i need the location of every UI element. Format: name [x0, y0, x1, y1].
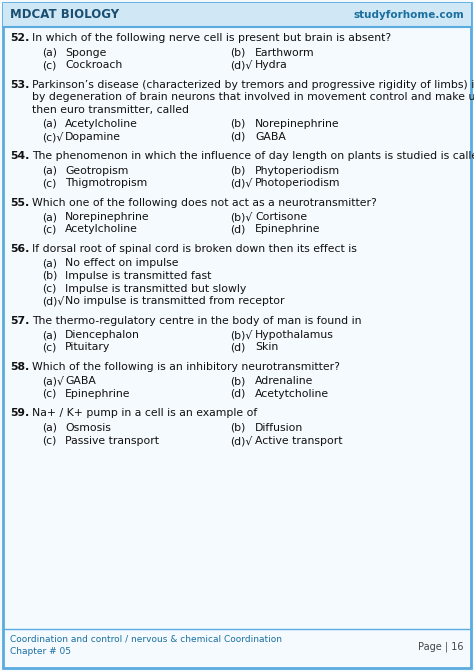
Text: (d): (d): [230, 132, 246, 142]
Text: (b): (b): [230, 119, 246, 129]
Text: Adrenaline: Adrenaline: [255, 376, 313, 386]
Text: (c): (c): [42, 60, 56, 70]
Text: then euro transmitter, called: then euro transmitter, called: [32, 105, 189, 115]
Text: Hypothalamus: Hypothalamus: [255, 330, 334, 340]
Text: (d)√: (d)√: [230, 60, 252, 70]
Text: Norepinephrine: Norepinephrine: [65, 212, 150, 222]
Text: Parkinson’s disease (characterized by tremors and progressive rigidity of limbs): Parkinson’s disease (characterized by tr…: [32, 79, 474, 89]
Text: GABA: GABA: [65, 376, 96, 386]
Text: Cockroach: Cockroach: [65, 60, 122, 70]
Text: by degeneration of brain neurons that involved in movement control and make use : by degeneration of brain neurons that in…: [32, 92, 474, 102]
Text: (c)√: (c)√: [42, 132, 63, 142]
Text: Sponge: Sponge: [65, 48, 106, 58]
Text: 53.: 53.: [10, 79, 29, 89]
Text: (b): (b): [42, 271, 57, 281]
Text: (a)√: (a)√: [42, 376, 64, 387]
Text: Coordination and control / nervous & chemical Coordination: Coordination and control / nervous & che…: [10, 635, 282, 643]
Text: Na+ / K+ pump in a cell is an example of: Na+ / K+ pump in a cell is an example of: [32, 409, 257, 419]
Text: (a): (a): [42, 423, 57, 433]
Text: (d)√: (d)√: [230, 178, 252, 189]
Text: No impulse is transmitted from receptor: No impulse is transmitted from receptor: [65, 296, 284, 306]
Text: Earthworm: Earthworm: [255, 48, 315, 58]
Text: (c): (c): [42, 178, 56, 188]
Text: (b): (b): [230, 48, 246, 58]
Text: (b): (b): [230, 376, 246, 386]
Text: Epinephrine: Epinephrine: [65, 389, 130, 399]
Text: (b): (b): [230, 166, 246, 176]
Text: Acetylcholine: Acetylcholine: [65, 119, 138, 129]
Text: (d): (d): [230, 389, 246, 399]
Text: (c): (c): [42, 389, 56, 399]
Text: MDCAT BIOLOGY: MDCAT BIOLOGY: [10, 9, 119, 21]
Text: (b): (b): [230, 423, 246, 433]
Text: (b)√: (b)√: [230, 212, 252, 223]
Text: Hydra: Hydra: [255, 60, 288, 70]
Text: (c): (c): [42, 435, 56, 446]
Text: (d)√: (d)√: [230, 435, 252, 446]
Text: (b)√: (b)√: [230, 330, 252, 340]
Text: Passive transport: Passive transport: [65, 435, 159, 446]
Text: Which one of the following does not act as a neurotransmitter?: Which one of the following does not act …: [32, 197, 377, 207]
Text: 55.: 55.: [10, 197, 29, 207]
Text: (d)√: (d)√: [42, 296, 64, 307]
Text: Impulse is transmitted fast: Impulse is transmitted fast: [65, 271, 211, 281]
Text: (d): (d): [230, 225, 246, 234]
Text: (a): (a): [42, 119, 57, 129]
Text: Which of the following is an inhibitory neurotransmitter?: Which of the following is an inhibitory …: [32, 362, 340, 372]
Text: Skin: Skin: [255, 342, 278, 352]
Text: studyforhome.com: studyforhome.com: [353, 10, 464, 20]
Text: 58.: 58.: [10, 362, 29, 372]
Text: GABA: GABA: [255, 132, 286, 142]
Text: 52.: 52.: [10, 33, 29, 43]
Text: 57.: 57.: [10, 315, 29, 325]
Text: Impulse is transmitted but slowly: Impulse is transmitted but slowly: [65, 284, 246, 293]
Text: 59.: 59.: [10, 409, 29, 419]
Text: If dorsal root of spinal cord is broken down then its effect is: If dorsal root of spinal cord is broken …: [32, 244, 357, 254]
Text: Geotropism: Geotropism: [65, 166, 128, 176]
Text: Osmosis: Osmosis: [65, 423, 111, 433]
Text: (a): (a): [42, 212, 57, 222]
Text: (a): (a): [42, 166, 57, 176]
FancyBboxPatch shape: [3, 3, 471, 668]
Text: (d): (d): [230, 342, 246, 352]
Text: Photoperiodism: Photoperiodism: [255, 178, 340, 188]
Text: Active transport: Active transport: [255, 435, 343, 446]
Text: Chapter # 05: Chapter # 05: [10, 646, 71, 656]
Text: No effect on impulse: No effect on impulse: [65, 258, 179, 268]
Text: Thigmotropism: Thigmotropism: [65, 178, 147, 188]
Text: Diencephalon: Diencephalon: [65, 330, 140, 340]
Text: Cortisone: Cortisone: [255, 212, 307, 222]
Text: (a): (a): [42, 330, 57, 340]
Text: Epinephrine: Epinephrine: [255, 225, 320, 234]
Text: 54.: 54.: [10, 151, 29, 161]
Text: Acetytcholine: Acetytcholine: [255, 389, 329, 399]
Text: (c): (c): [42, 284, 56, 293]
Text: Phytoperiodism: Phytoperiodism: [255, 166, 340, 176]
Text: Dopamine: Dopamine: [65, 132, 121, 142]
Text: (a): (a): [42, 258, 57, 268]
Text: 56.: 56.: [10, 244, 29, 254]
Text: (a): (a): [42, 48, 57, 58]
Text: The phenomenon in which the influence of day length on plants is studied is call: The phenomenon in which the influence of…: [32, 151, 474, 161]
Text: Norepinephrine: Norepinephrine: [255, 119, 340, 129]
Text: (c): (c): [42, 225, 56, 234]
Text: The thermo-regulatory centre in the body of man is found in: The thermo-regulatory centre in the body…: [32, 315, 362, 325]
Bar: [3, 3, 471, 27]
Text: Pituitary: Pituitary: [65, 342, 110, 352]
Text: Diffusion: Diffusion: [255, 423, 303, 433]
Text: Acetylcholine: Acetylcholine: [65, 225, 138, 234]
Text: Page | 16: Page | 16: [419, 641, 464, 652]
Text: In which of the following nerve cell is present but brain is absent?: In which of the following nerve cell is …: [32, 33, 391, 43]
Text: (c): (c): [42, 342, 56, 352]
